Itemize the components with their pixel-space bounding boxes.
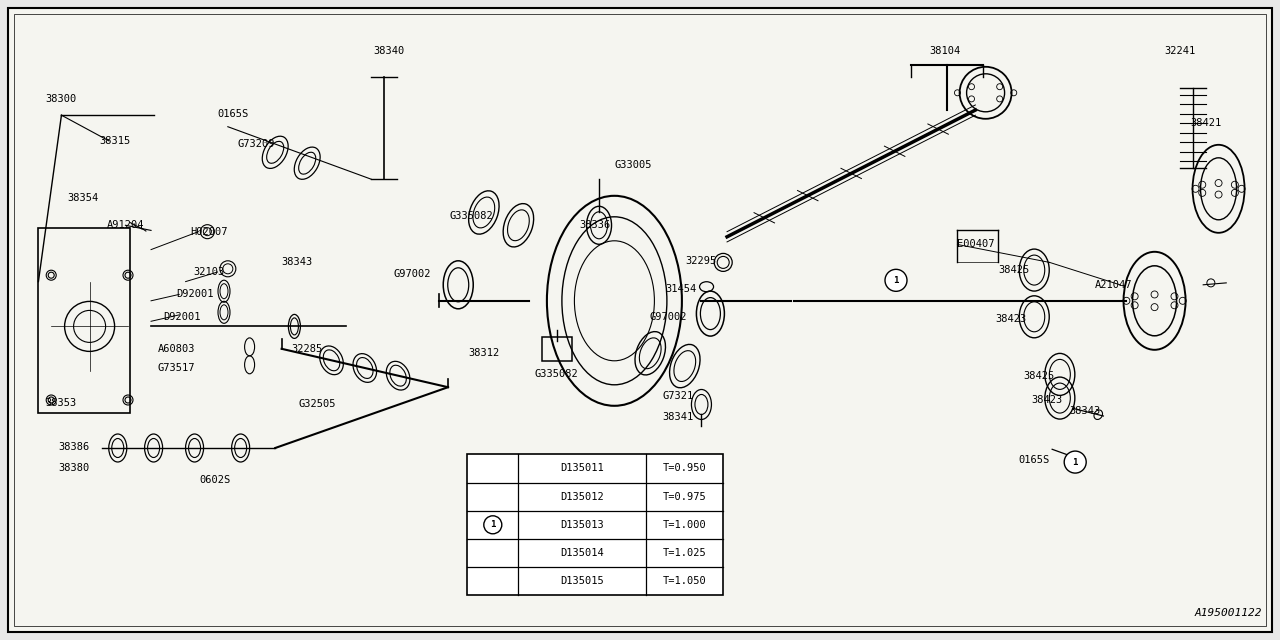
Text: 38343: 38343 xyxy=(1070,406,1101,416)
Text: T=1.050: T=1.050 xyxy=(663,576,707,586)
Text: G33005: G33005 xyxy=(614,160,653,170)
Text: G97002: G97002 xyxy=(393,269,431,279)
Text: 1: 1 xyxy=(1073,458,1078,467)
Text: T=1.025: T=1.025 xyxy=(663,548,707,558)
Text: 38104: 38104 xyxy=(929,46,960,56)
Bar xyxy=(467,454,723,595)
Text: D135012: D135012 xyxy=(561,492,604,502)
Text: D92001: D92001 xyxy=(163,312,201,322)
Text: 32103: 32103 xyxy=(193,267,224,277)
Text: D92001: D92001 xyxy=(175,289,214,300)
Text: A21047: A21047 xyxy=(1094,280,1133,290)
Text: 32241: 32241 xyxy=(1165,46,1196,56)
Text: 32295: 32295 xyxy=(686,256,717,266)
Text: E00407: E00407 xyxy=(956,239,995,250)
Bar xyxy=(541,337,572,361)
Text: A60803: A60803 xyxy=(157,344,196,354)
Text: G335082: G335082 xyxy=(449,211,493,221)
Text: 32285: 32285 xyxy=(292,344,323,354)
Text: 38353: 38353 xyxy=(46,398,77,408)
Bar xyxy=(38,228,131,413)
Text: G73209: G73209 xyxy=(237,139,275,149)
Text: G335082: G335082 xyxy=(535,369,579,380)
Text: 38423: 38423 xyxy=(996,314,1027,324)
Text: T=0.975: T=0.975 xyxy=(663,492,707,502)
Text: T=0.950: T=0.950 xyxy=(663,463,707,474)
Text: 0165S: 0165S xyxy=(218,109,248,119)
Text: 38386: 38386 xyxy=(59,442,90,452)
Circle shape xyxy=(1064,451,1087,473)
Text: D135013: D135013 xyxy=(561,520,604,530)
Text: 38423: 38423 xyxy=(1032,395,1062,405)
Text: D135011: D135011 xyxy=(561,463,604,474)
Circle shape xyxy=(884,269,908,291)
Text: G97002: G97002 xyxy=(649,312,687,322)
Text: G73517: G73517 xyxy=(157,363,196,373)
Text: T=1.000: T=1.000 xyxy=(663,520,707,530)
Text: D135015: D135015 xyxy=(561,576,604,586)
Text: 38341: 38341 xyxy=(663,412,694,422)
Text: 38354: 38354 xyxy=(68,193,99,204)
Text: G7321: G7321 xyxy=(663,390,694,401)
Text: 38336: 38336 xyxy=(580,220,611,230)
Text: 38312: 38312 xyxy=(468,348,499,358)
Text: 31454: 31454 xyxy=(666,284,696,294)
Text: 1: 1 xyxy=(490,520,495,529)
Text: A91204: A91204 xyxy=(106,220,145,230)
Text: H02007: H02007 xyxy=(189,227,228,237)
Text: 38425: 38425 xyxy=(998,265,1029,275)
Text: D135014: D135014 xyxy=(561,548,604,558)
Text: A195001122: A195001122 xyxy=(1194,608,1262,618)
Text: 38421: 38421 xyxy=(1190,118,1221,128)
Text: 0165S: 0165S xyxy=(1019,454,1050,465)
Text: 38340: 38340 xyxy=(374,46,404,56)
Text: 38425: 38425 xyxy=(1024,371,1055,381)
Text: 1: 1 xyxy=(893,276,899,285)
Text: 38380: 38380 xyxy=(59,463,90,474)
Text: G32505: G32505 xyxy=(298,399,337,410)
Circle shape xyxy=(484,516,502,534)
Text: 38300: 38300 xyxy=(46,94,77,104)
Text: 38315: 38315 xyxy=(100,136,131,146)
Text: 38343: 38343 xyxy=(282,257,312,268)
Text: 0602S: 0602S xyxy=(200,475,230,485)
